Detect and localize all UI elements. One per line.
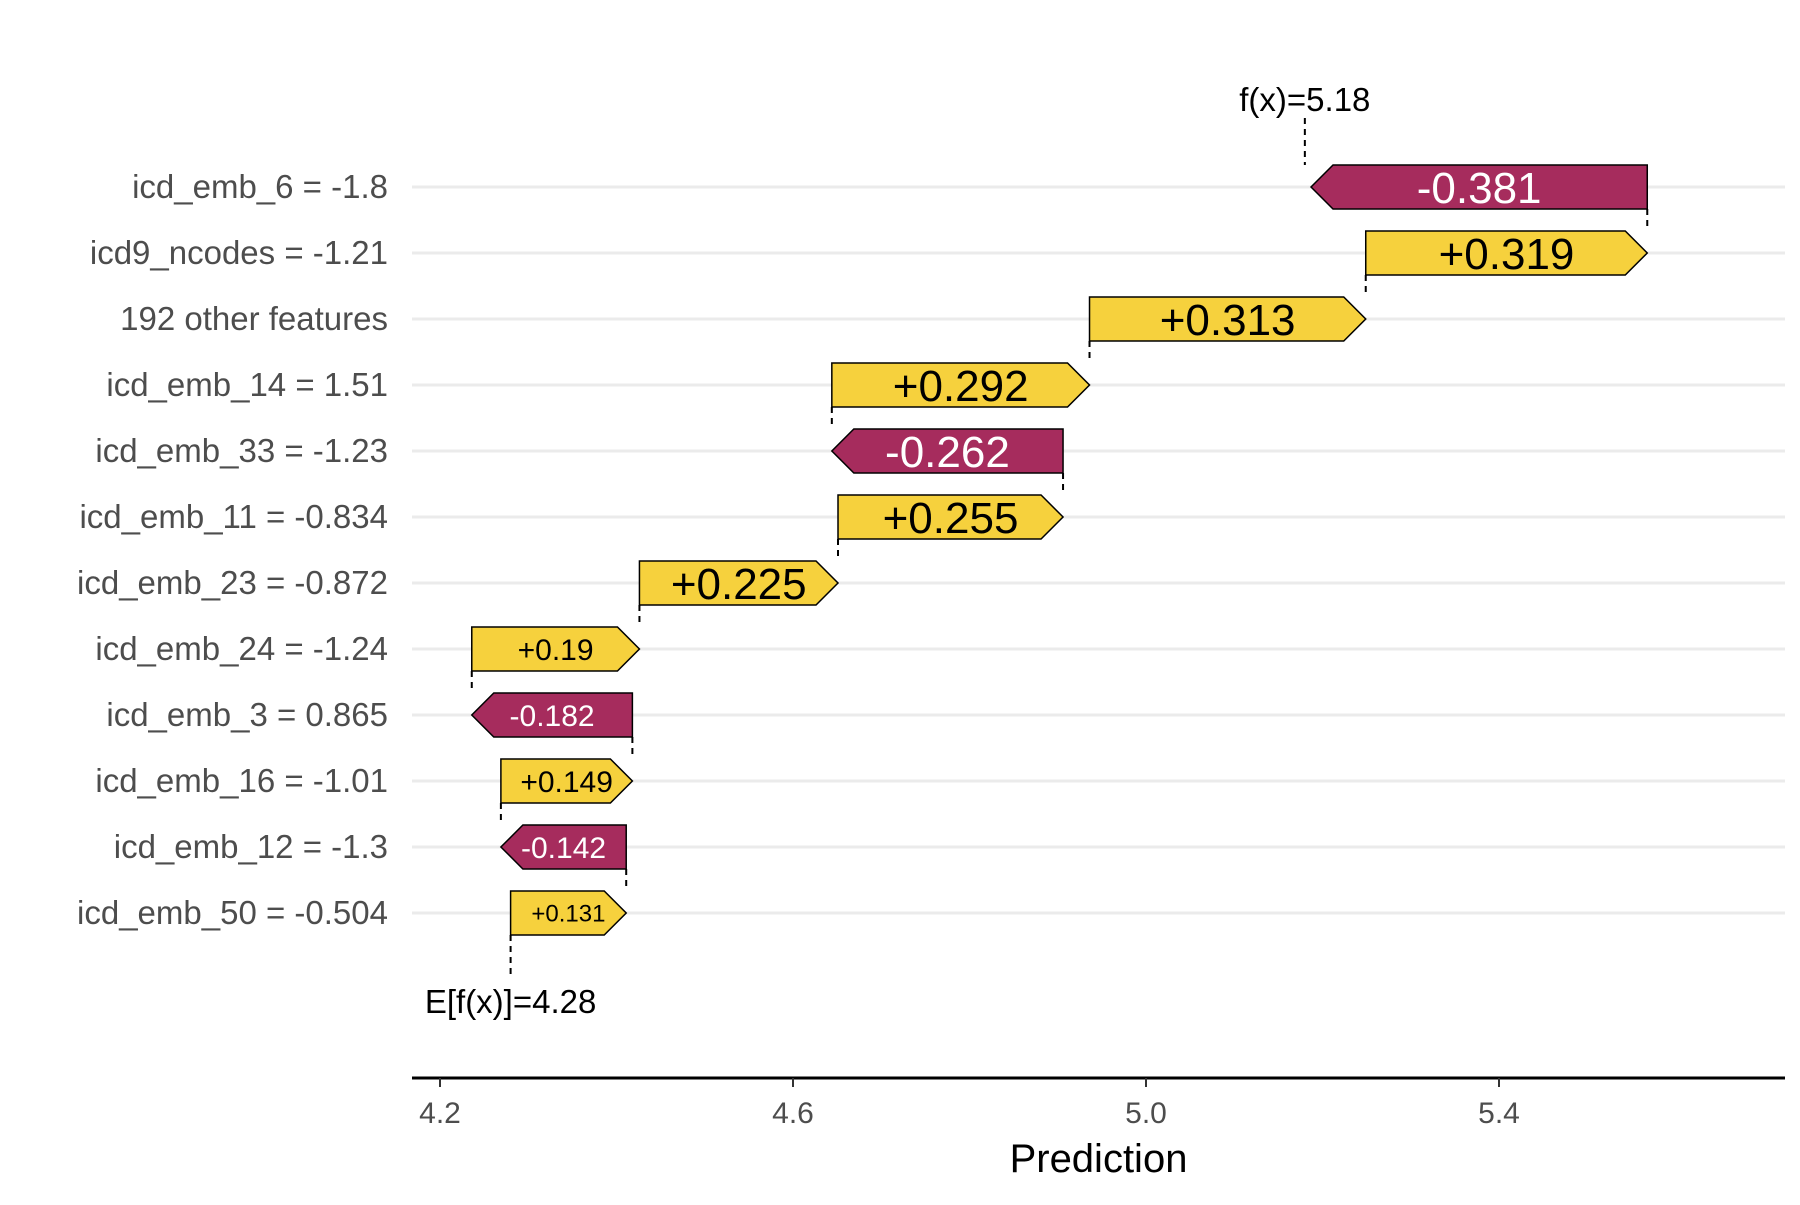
positive-bar	[638, 560, 840, 606]
bar-value-label: +0.149	[520, 766, 613, 799]
positive-bar	[837, 494, 1065, 540]
negative-bar	[499, 824, 627, 870]
feature-label: icd_emb_11 = -0.834	[79, 498, 388, 535]
bars: -0.381 +0.319 +0.313 +0.292 -0.262 +0.255 +0.2…	[470, 164, 1649, 936]
bar-value-label: +0.131	[531, 901, 605, 928]
feature-label: icd_emb_16 = -1.01	[95, 762, 388, 799]
base-value-label: E[f(x)]=4.28	[425, 983, 597, 1020]
bar-value-label: -0.142	[521, 832, 606, 865]
x-axis: 4.2 4.6 5.0 5.4	[412, 1076, 1785, 1130]
feature-label: icd_emb_23 = -0.872	[77, 564, 388, 601]
x-tick-label: 4.2	[419, 1097, 461, 1130]
bar-value-label: +0.19	[518, 634, 594, 667]
x-tick-label: 5.4	[1478, 1097, 1520, 1130]
feature-label: icd_emb_6 = -1.8	[132, 168, 388, 205]
bar-value-label: -0.262	[885, 428, 1010, 477]
x-tick-label: 5.0	[1125, 1097, 1167, 1130]
positive-bar	[1364, 230, 1649, 276]
connector-lines	[470, 118, 1649, 975]
positive-bar	[1088, 296, 1367, 342]
bar-value-label: -0.381	[1417, 164, 1542, 213]
positive-bar	[471, 626, 641, 672]
positive-bar	[500, 758, 634, 804]
feature-label: 192 other features	[120, 300, 388, 337]
x-axis-title: Prediction	[1010, 1137, 1188, 1181]
bar-value-label: +0.319	[1439, 230, 1575, 279]
feature-label: icd9_ncodes = -1.21	[90, 234, 388, 271]
bar-value-label: +0.255	[883, 494, 1019, 543]
positive-bar	[831, 362, 1091, 408]
feature-label: icd_emb_50 = -0.504	[77, 894, 388, 931]
bar-value-label: +0.313	[1160, 296, 1296, 345]
negative-bar	[830, 428, 1064, 474]
bar-value-label: +0.292	[893, 362, 1029, 411]
feature-label: icd_emb_12 = -1.3	[114, 828, 388, 865]
gridlines	[412, 185, 1785, 915]
x-tick-label: 4.6	[772, 1097, 814, 1130]
bar-value-label: -0.182	[510, 700, 595, 733]
final-value-label: f(x)=5.18	[1239, 81, 1370, 118]
negative-bar	[1309, 164, 1649, 210]
bar-value-label: +0.225	[671, 560, 807, 609]
feature-label: icd_emb_3 = 0.865	[106, 696, 388, 733]
positive-bar	[509, 890, 628, 936]
feature-label: icd_emb_14 = 1.51	[106, 366, 388, 403]
negative-bar	[470, 692, 634, 738]
feature-label: icd_emb_24 = -1.24	[95, 630, 388, 667]
feature-label: icd_emb_33 = -1.23	[95, 432, 388, 469]
y-tick-labels: icd_emb_6 = -1.8 icd9_ncodes = -1.21 192 o…	[77, 168, 388, 931]
